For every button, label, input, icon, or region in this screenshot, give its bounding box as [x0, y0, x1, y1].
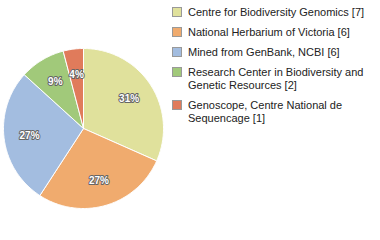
html-text:Research Center in Biodiversit: Research Center in Biodiversity and Gene…: [188, 66, 364, 91]
svg-text:31%: 31%: [119, 93, 139, 104]
html-text:Mined from GenBank, NCBI [6]: Mined from GenBank, NCBI [6]: [188, 46, 340, 58]
svg-text:27%: 27%: [89, 175, 109, 186]
html-text:National Herbarium of Victoria: National Herbarium of Victoria [6]: [188, 26, 350, 38]
svg-text:4%: 4%: [69, 69, 84, 80]
html-text:Centre for Biodiversity Genomi: Centre for Biodiversity Genomics [7]: [188, 6, 365, 18]
svg-text:27%: 27%: [20, 130, 40, 141]
svg-text:9%: 9%: [48, 76, 63, 87]
html-text:Genoscope, Centre National de: Genoscope, Centre National de Sequencage…: [188, 99, 343, 124]
